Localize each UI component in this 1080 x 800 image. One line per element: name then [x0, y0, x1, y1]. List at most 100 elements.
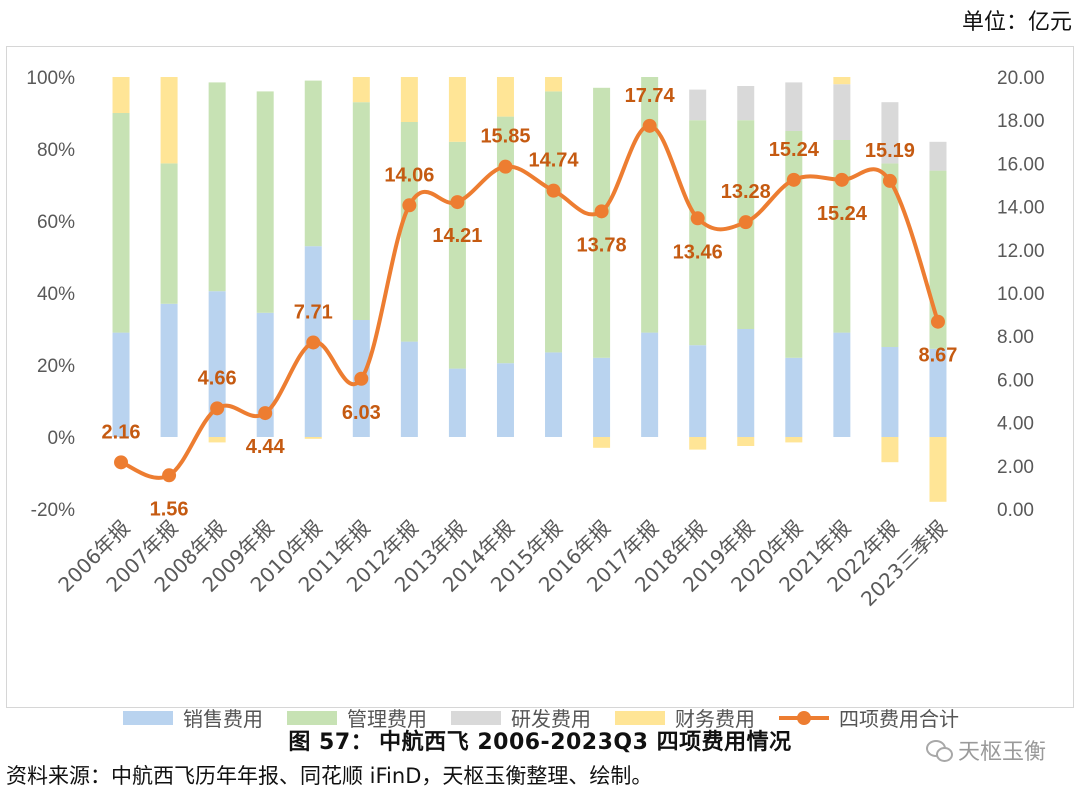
bar-segment — [641, 77, 659, 333]
legend-item-finance: 财务费用 — [615, 703, 755, 732]
y-right-tick-label: 10.00 — [997, 284, 1045, 305]
bar-segment — [881, 347, 899, 437]
bar-segment — [304, 437, 322, 439]
bar-segment — [689, 345, 707, 437]
bar-segment — [929, 437, 947, 502]
bar-segment — [208, 437, 226, 443]
legend-item-total: 四项费用合计 — [779, 703, 959, 732]
bar-segment — [160, 303, 178, 437]
total-series-point — [738, 215, 753, 230]
unit-label: 单位：亿元 — [961, 10, 1072, 35]
bar-segment — [929, 348, 947, 437]
total-series-point — [882, 173, 897, 188]
y-right-tick-label: 12.00 — [997, 241, 1045, 262]
total-series-point — [834, 172, 849, 187]
y-right-tick-label: 8.00 — [997, 327, 1034, 348]
total-data-label: 4.44 — [246, 436, 286, 458]
total-series-point — [258, 406, 273, 421]
total-series-point — [642, 118, 657, 133]
total-data-label: 14.06 — [384, 164, 434, 186]
bar-segment — [593, 437, 611, 448]
bar-segment — [785, 437, 803, 443]
bar-segment — [881, 163, 899, 347]
bar-segment — [112, 113, 130, 333]
y-right-tick-label: 6.00 — [997, 370, 1034, 391]
y-left-tick-label: -20% — [31, 500, 75, 521]
total-data-label: 17.74 — [625, 85, 676, 107]
total-series-point — [210, 401, 225, 416]
y-right-tick-label: 2.00 — [997, 457, 1034, 478]
bar-segment — [545, 352, 563, 437]
bar-segment — [785, 357, 803, 437]
total-series-point — [498, 159, 513, 174]
total-data-label: 15.19 — [865, 140, 915, 162]
bar-segment — [496, 363, 514, 437]
bar-segment — [737, 329, 755, 437]
legend-item-admin: 管理费用 — [287, 703, 427, 732]
total-series-point — [354, 371, 369, 386]
bar-segment — [545, 77, 563, 92]
y-left-tick-label: 20% — [37, 356, 75, 377]
total-data-label: 2.16 — [102, 421, 141, 443]
y-right-tick-label: 20.00 — [997, 68, 1045, 89]
total-data-label: 15.24 — [769, 139, 820, 161]
bar-segment — [689, 437, 707, 450]
legend-swatch-admin — [287, 710, 337, 725]
bar-segment — [833, 332, 851, 437]
legend-item-rd: 研发费用 — [451, 703, 591, 732]
total-series-point — [162, 468, 177, 483]
total-series-point — [930, 314, 945, 329]
combo-chart: 100% 80% 60% 40% 20% 0% -20% 20.00 18.00 16.00 14.… — [26, 68, 1045, 611]
legend-label-rd: 研发费用 — [511, 707, 591, 731]
bar-segment — [160, 77, 178, 164]
legend-swatch-sales — [123, 710, 173, 725]
y-left-tick-label: 60% — [37, 212, 75, 233]
chart-area: 100% 80% 60% 40% 20% 0% -20% 20.00 18.00 16.00 14.… — [6, 46, 1074, 731]
bar-segment — [641, 332, 659, 437]
legend-label-sales: 销售费用 — [183, 707, 263, 731]
total-series-point — [594, 204, 609, 219]
total-data-label: 4.66 — [198, 367, 237, 389]
bar-segment — [593, 87, 611, 358]
total-data-label: 14.74 — [528, 150, 579, 172]
total-series-line — [120, 123, 940, 480]
legend-label-admin: 管理费用 — [347, 707, 427, 731]
bar-segment — [881, 437, 899, 463]
total-data-label: 13.78 — [577, 234, 627, 256]
total-data-label: 15.24 — [817, 203, 868, 225]
y-left-tick-label: 40% — [37, 284, 75, 305]
bar-segment — [304, 80, 322, 247]
y-left-tick-label: 100% — [26, 68, 75, 89]
source-note: 资料来源：中航西飞历年年报、同花顺 iFinD，天枢玉衡整理、绘制。 — [6, 764, 653, 788]
bar-segment — [352, 102, 370, 320]
bar-segment — [400, 122, 418, 342]
legend-label-total: 四项费用合计 — [839, 707, 959, 731]
legend-swatch-finance — [615, 710, 665, 725]
bar-segment — [496, 116, 514, 364]
total-series-point — [786, 172, 801, 187]
bar-segment — [593, 357, 611, 437]
bar-segment — [448, 141, 466, 369]
y-right-tick-label: 0.00 — [997, 500, 1034, 521]
bar-segment — [208, 82, 226, 292]
total-data-label: 7.71 — [294, 301, 333, 323]
bar-segment — [737, 437, 755, 446]
bar-segment — [545, 91, 563, 353]
bar-segment — [881, 102, 899, 164]
total-data-label: 6.03 — [342, 402, 381, 424]
y-right-tick-label: 14.00 — [997, 198, 1045, 219]
wechat-icon — [925, 740, 953, 762]
total-data-label: 15.85 — [480, 126, 530, 148]
bar-segment — [737, 86, 755, 121]
bar-segment — [833, 140, 851, 333]
chart-legend: 销售费用 管理费用 研发费用 财务费用 四项费用合计 — [123, 703, 983, 732]
caption-figure-number: 图 57： — [288, 730, 374, 755]
legend-swatch-rd — [451, 710, 501, 725]
bar-segment — [496, 77, 514, 117]
bar-segment — [400, 341, 418, 437]
bar-segment — [208, 291, 226, 437]
bar-segment — [352, 77, 370, 103]
bar-segment — [112, 332, 130, 437]
total-data-label: 8.67 — [919, 345, 958, 367]
total-series-point — [114, 455, 129, 470]
